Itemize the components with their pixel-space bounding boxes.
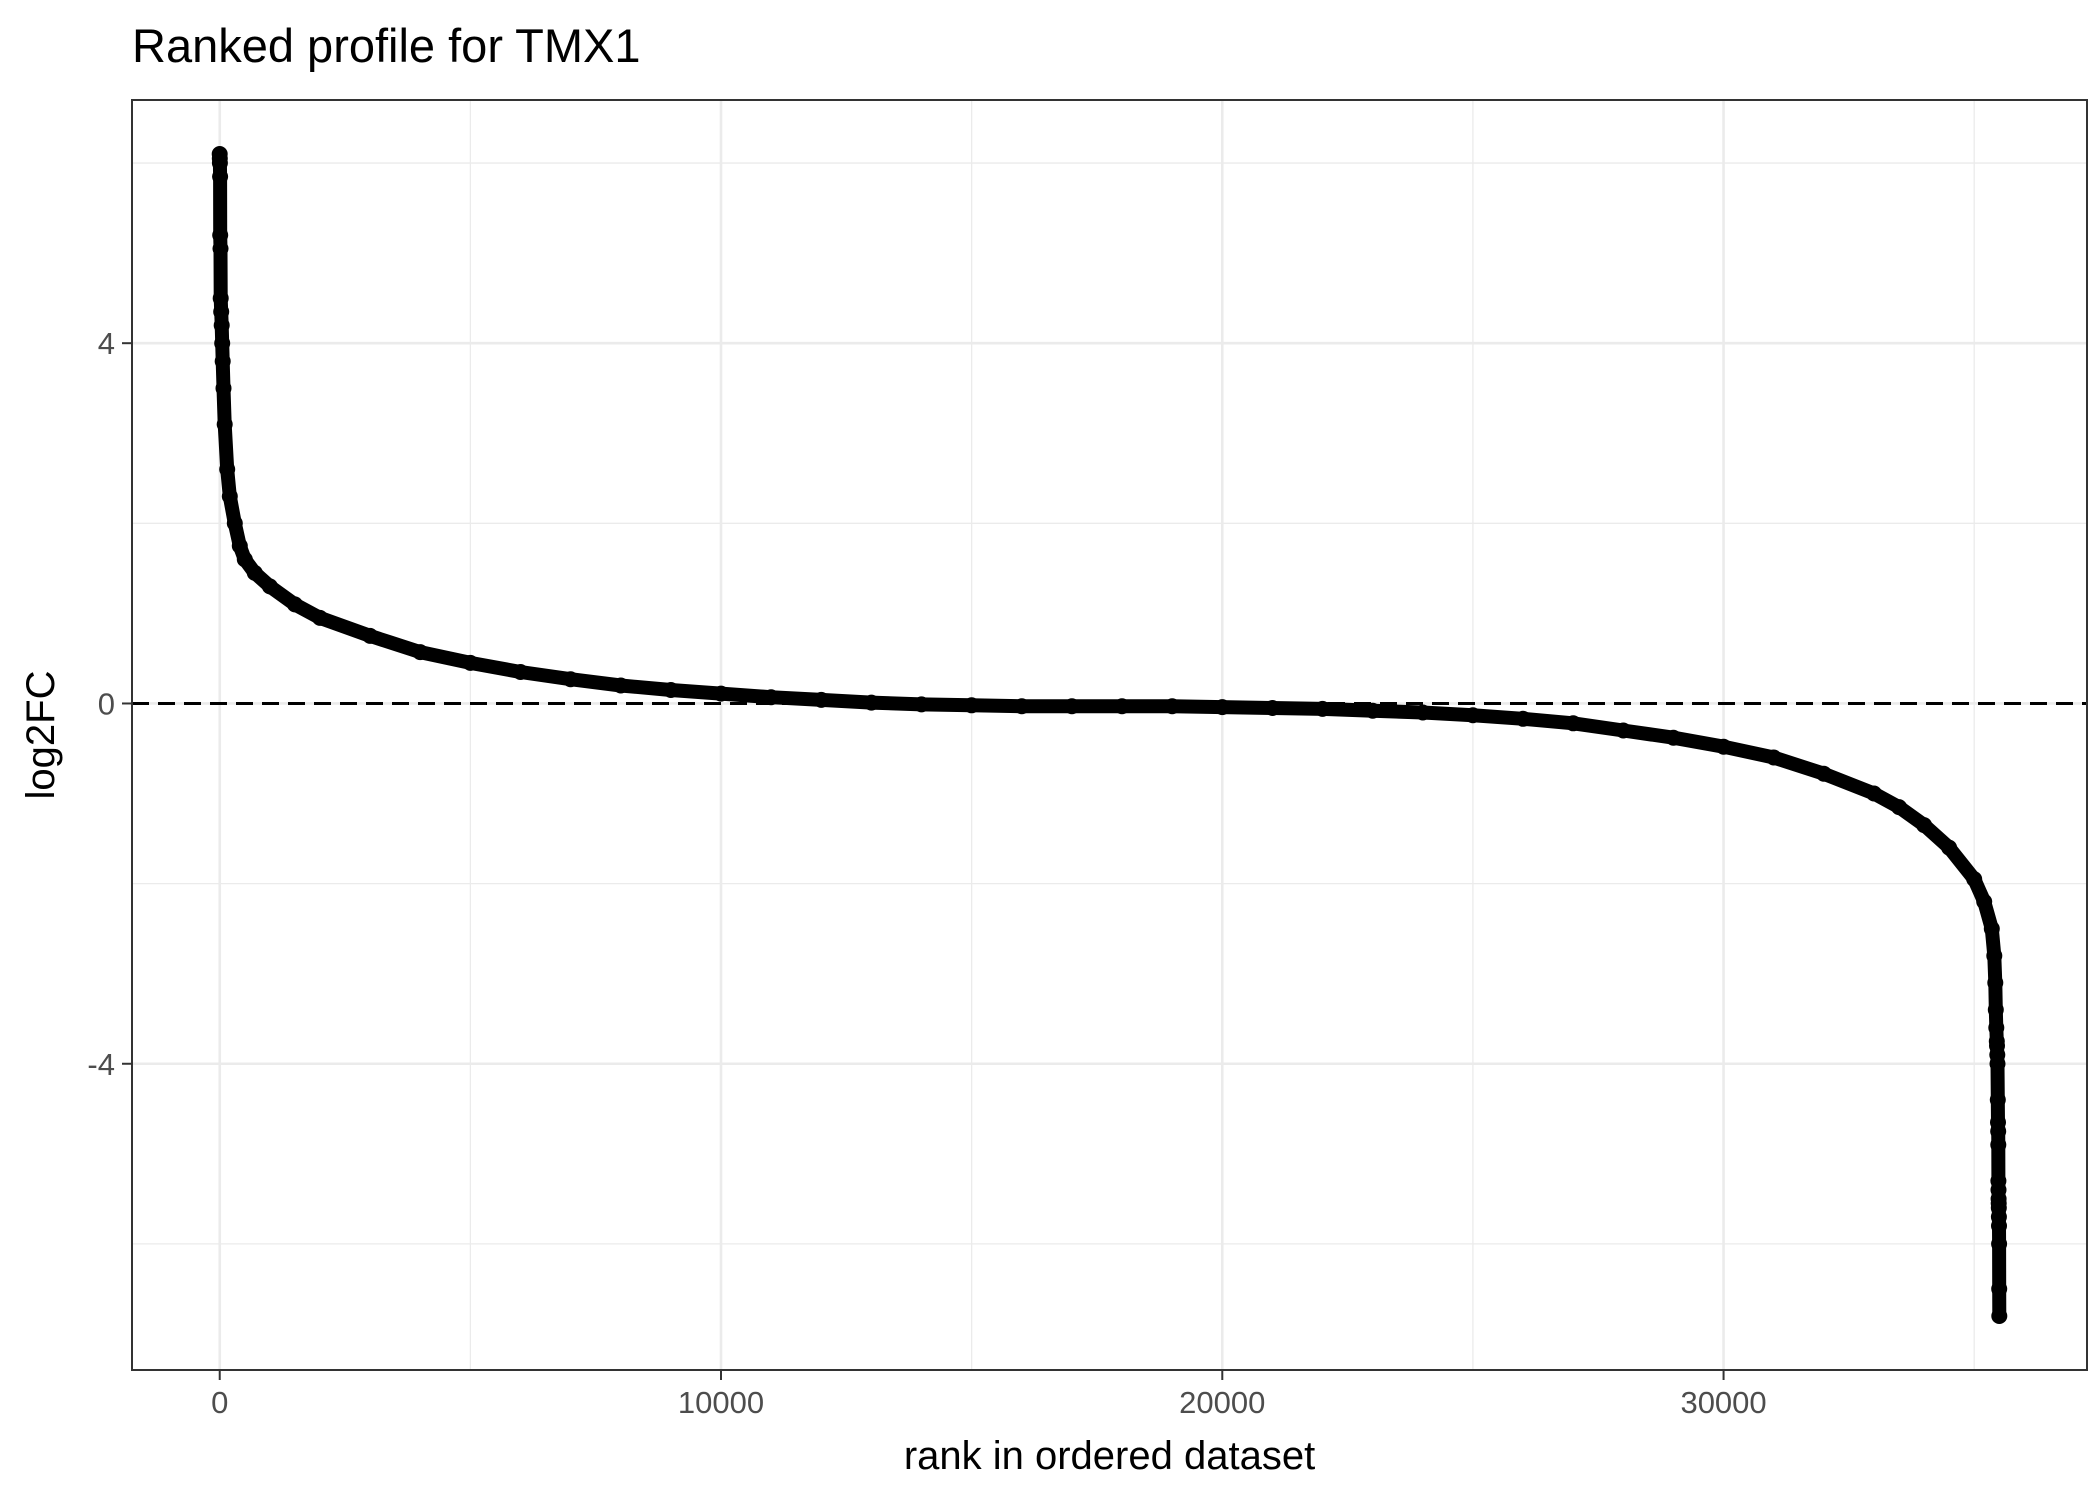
data-point	[1114, 698, 1130, 715]
data-point	[215, 380, 232, 397]
data-point	[213, 303, 230, 320]
axes: 0 10000 20000 30000 4 0 -4	[87, 326, 1766, 1420]
data-point	[512, 664, 529, 680]
data-point	[214, 353, 231, 370]
data-point	[1991, 1235, 2008, 1252]
y-tick-label: 0	[98, 686, 115, 721]
data-point	[236, 551, 253, 568]
data-point	[1314, 700, 1331, 717]
data-point	[1414, 704, 1431, 721]
data-point	[362, 627, 379, 644]
data-point	[1364, 702, 1381, 719]
data-point	[1214, 699, 1231, 716]
data-point	[1991, 1280, 2008, 1297]
data-point	[1991, 1217, 2007, 1234]
data-point	[1815, 765, 1832, 782]
data-point	[1264, 700, 1281, 716]
data-point	[1565, 715, 1582, 732]
data-point	[1866, 785, 1882, 802]
data-point	[1515, 710, 1532, 727]
data-point	[219, 461, 236, 478]
data-point	[1715, 738, 1732, 755]
data-point	[1941, 839, 1958, 856]
x-tick-label: 30000	[1680, 1385, 1766, 1420]
data-point	[1988, 1019, 2005, 1036]
x-tick-label: 10000	[678, 1385, 764, 1420]
data-point	[1464, 707, 1481, 724]
data-point	[211, 155, 228, 171]
data-point	[713, 685, 729, 702]
data-point	[1164, 698, 1181, 715]
data-point	[214, 335, 231, 352]
y-axis-title: log2FC	[19, 671, 63, 800]
data-point	[1990, 1136, 2007, 1153]
data-point	[286, 596, 303, 613]
data-point	[312, 609, 328, 626]
data-point	[763, 689, 780, 706]
x-tick-label: 0	[211, 1385, 228, 1420]
data-point	[216, 416, 233, 433]
data-point	[813, 691, 830, 708]
data-point	[231, 537, 248, 554]
data-point	[212, 227, 229, 244]
data-point	[1916, 817, 1933, 834]
data-point	[612, 677, 629, 694]
data-point	[213, 317, 230, 334]
data-point	[212, 240, 229, 257]
data-point	[1765, 749, 1782, 766]
data-point	[863, 694, 880, 711]
data-point	[1989, 1055, 2006, 1072]
x-tick-label: 20000	[1179, 1385, 1265, 1420]
chart-title: Ranked profile for TMX1	[132, 19, 641, 72]
y-tick-label: 4	[98, 326, 115, 361]
data-point	[212, 168, 229, 185]
data-point	[1891, 799, 1907, 816]
data-point	[1983, 920, 2000, 937]
data-point	[1615, 722, 1632, 739]
data-point	[913, 696, 930, 713]
plot-panel-border	[131, 99, 2088, 1371]
data-point	[1986, 947, 2003, 964]
data-point	[1989, 1091, 2006, 1108]
data-point	[1976, 893, 1993, 910]
data-point	[963, 697, 980, 714]
data-point	[1063, 698, 1080, 715]
x-axis-title: rank in ordered dataset	[904, 1434, 1315, 1478]
data-point	[1013, 698, 1030, 715]
data-point	[412, 644, 429, 661]
data-point	[212, 290, 229, 307]
data-point	[1991, 1308, 2008, 1324]
y-tick-label: -4	[87, 1047, 115, 1082]
data-point	[1987, 1001, 2004, 1018]
data-point	[261, 578, 278, 595]
data-point	[1987, 974, 2004, 991]
data-point	[226, 515, 243, 532]
data-point	[1665, 729, 1682, 746]
data-point	[1966, 871, 1983, 888]
data-point	[221, 488, 238, 505]
data-point	[562, 671, 579, 688]
data-point	[662, 682, 679, 698]
data-point	[246, 564, 263, 581]
data-point	[1990, 1123, 2007, 1140]
data-series	[211, 146, 2008, 1324]
data-point	[462, 654, 479, 671]
